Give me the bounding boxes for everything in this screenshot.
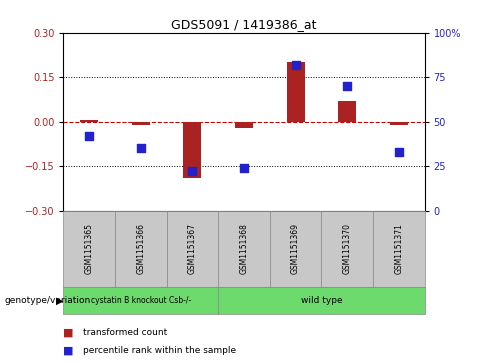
- Bar: [286, 62, 305, 122]
- Text: GSM1151366: GSM1151366: [136, 223, 145, 274]
- Point: [85, 133, 93, 139]
- Point: [240, 165, 248, 171]
- Text: cystatin B knockout Csb-/-: cystatin B knockout Csb-/-: [91, 296, 191, 305]
- Text: wild type: wild type: [301, 296, 342, 305]
- Text: GSM1151368: GSM1151368: [240, 223, 248, 274]
- Point: [343, 83, 351, 89]
- Bar: [166, 211, 218, 287]
- Point: [137, 145, 145, 151]
- Bar: [183, 122, 202, 178]
- Text: GSM1151369: GSM1151369: [291, 223, 300, 274]
- Point: [188, 168, 196, 174]
- Bar: [63, 287, 218, 314]
- Bar: [218, 287, 425, 314]
- Bar: [80, 120, 98, 122]
- Text: GSM1151370: GSM1151370: [343, 223, 352, 274]
- Point: [395, 149, 403, 155]
- Bar: [132, 122, 150, 125]
- Bar: [218, 211, 270, 287]
- Text: ▶: ▶: [56, 295, 63, 305]
- Bar: [322, 211, 373, 287]
- Text: ■: ■: [63, 345, 74, 355]
- Text: transformed count: transformed count: [83, 328, 167, 337]
- Bar: [270, 211, 322, 287]
- Text: GSM1151367: GSM1151367: [188, 223, 197, 274]
- Text: GSM1151371: GSM1151371: [394, 223, 403, 274]
- Text: percentile rank within the sample: percentile rank within the sample: [83, 346, 236, 355]
- Bar: [235, 122, 253, 127]
- Point: [292, 62, 300, 68]
- Text: GSM1151365: GSM1151365: [85, 223, 94, 274]
- Bar: [390, 122, 408, 125]
- Text: ■: ■: [63, 327, 74, 337]
- Bar: [63, 211, 115, 287]
- Bar: [115, 211, 166, 287]
- Bar: [338, 101, 356, 122]
- Bar: [373, 211, 425, 287]
- Title: GDS5091 / 1419386_at: GDS5091 / 1419386_at: [171, 19, 317, 32]
- Text: genotype/variation: genotype/variation: [5, 296, 91, 305]
